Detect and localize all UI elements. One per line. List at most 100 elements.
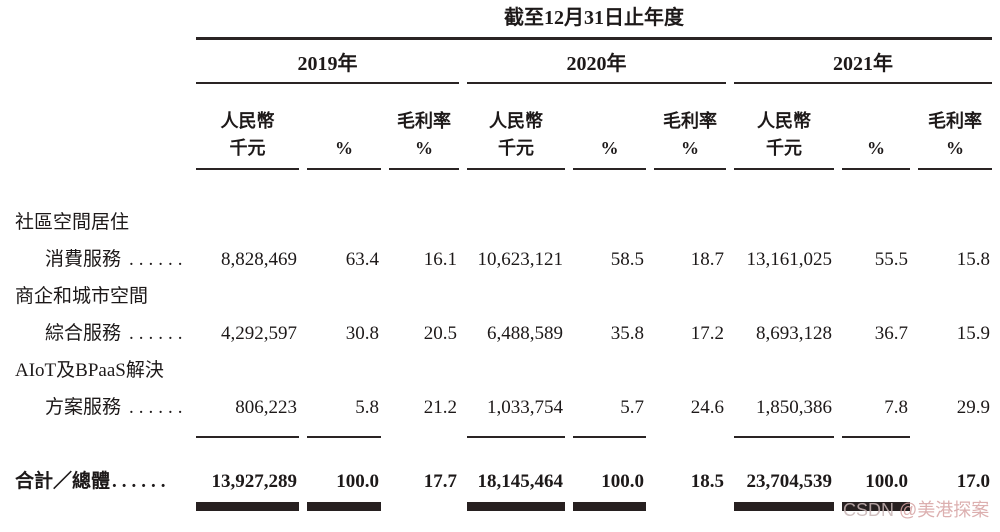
total-bottom-bar [467, 502, 565, 511]
row-label-line1: AIoT及BPaaS解決 [15, 360, 164, 381]
total-value-cell: 17.0 [956, 471, 990, 492]
subheader-row: 人民幣 千元 % 毛利率 % 人民幣 千元 % 毛利率 % 人民幣 千元 % 毛… [0, 84, 1000, 170]
title-row: 截至12月31日止年度 [0, 6, 1000, 30]
watermark-handle: @美港探案 [899, 500, 990, 520]
value-cell: 20.5 [423, 323, 457, 344]
gm-label-line2: % [415, 138, 433, 158]
rmb-label-line2: 千元 [498, 138, 534, 158]
col-header-pct: % [842, 84, 910, 170]
value-cell: 21.2 [423, 397, 457, 418]
watermark-prefix: CSDN [843, 500, 900, 520]
value-cell: 24.6 [690, 397, 724, 418]
year-header-2021: 2021年 [734, 40, 992, 84]
table-row: 社區空間居住 [0, 204, 1000, 241]
col-header-rmb: 人民幣 千元 [734, 84, 834, 170]
col-header-pct: % [307, 84, 381, 170]
total-label-text: 合計／總體 [15, 471, 111, 492]
dot-leader: ...... [112, 471, 171, 492]
value-cell: 10,623,121 [477, 249, 564, 270]
value-cell: 5.7 [620, 397, 644, 418]
subtotal-rule [734, 436, 834, 438]
subtotal-rule [196, 436, 299, 438]
value-cell: 15.9 [956, 323, 990, 344]
subtotal-rule [573, 436, 646, 438]
subtotal-rule-row [0, 436, 1000, 438]
period-title: 截至12月31日止年度 [504, 7, 684, 29]
value-cell: 29.9 [956, 397, 990, 418]
value-cell: 58.5 [610, 249, 644, 270]
row-label-text: 綜合服務 [45, 323, 122, 344]
row-label-line1: 商企和城市空間 [15, 286, 149, 307]
value-cell: 1,033,754 [487, 397, 563, 418]
total-bottom-bar [307, 502, 381, 511]
total-bottom-bar [734, 502, 834, 511]
value-cell: 8,828,469 [221, 249, 297, 270]
pct-label: % [867, 138, 885, 158]
total-value-cell: 100.0 [336, 471, 379, 492]
value-cell: 16.1 [423, 249, 457, 270]
value-cell: 806,223 [235, 397, 297, 418]
table-row: 消費服務...... 8,828,469 63.4 16.1 10,623,12… [0, 241, 1000, 278]
gm-label-line2: % [946, 138, 964, 158]
gm-label-line1: 毛利率 [663, 111, 717, 131]
dot-leader: ...... [129, 323, 188, 344]
total-bottom-bar [196, 502, 299, 511]
value-cell: 7.8 [884, 397, 908, 418]
pct-label: % [335, 138, 353, 158]
top-rule-row [0, 37, 1000, 40]
value-cell: 36.7 [874, 323, 908, 344]
value-cell: 15.8 [956, 249, 990, 270]
rmb-label-line1: 人民幣 [757, 111, 811, 131]
total-row: 合計／總體...... 13,927,289 100.0 17.7 18,145… [0, 467, 1000, 497]
table-row: 方案服務...... 806,223 5.8 21.2 1,033,754 5.… [0, 389, 1000, 426]
row-label-line2: 消費服務...... [0, 241, 188, 278]
value-cell: 63.4 [345, 249, 379, 270]
row-label-line1: 社區空間居住 [15, 212, 130, 233]
col-header-rmb: 人民幣 千元 [196, 84, 299, 170]
subtotal-rule [307, 436, 381, 438]
table-top-rule [196, 37, 992, 40]
pct-label: % [600, 138, 619, 158]
value-cell: 8,693,128 [756, 323, 832, 344]
csdn-watermark: CSDN @美港探案 [843, 496, 989, 522]
value-cell: 5.8 [355, 397, 379, 418]
value-cell: 18.7 [690, 249, 724, 270]
rmb-label-line1: 人民幣 [220, 111, 275, 131]
total-value-cell: 18,145,464 [477, 471, 564, 492]
row-label-text: 消費服務 [45, 249, 122, 270]
total-value-cell: 23,704,539 [746, 471, 833, 492]
col-header-gross-margin: 毛利率 % [918, 84, 992, 170]
rmb-label-line2: 千元 [766, 138, 802, 158]
table-row: 綜合服務...... 4,292,597 30.8 20.5 6,488,589… [0, 315, 1000, 352]
value-cell: 1,850,386 [756, 397, 832, 418]
value-cell: 55.5 [874, 249, 908, 270]
row-label-line2: 方案服務...... [0, 389, 188, 426]
gm-label-line2: % [681, 138, 699, 158]
total-value-cell: 18.5 [690, 471, 724, 492]
table-row: AIoT及BPaaS解決 [0, 352, 1000, 389]
rmb-label-line1: 人民幣 [489, 111, 543, 131]
total-value-cell: 13,927,289 [211, 471, 298, 492]
col-header-gross-margin: 毛利率 % [654, 84, 726, 170]
total-value-cell: 17.7 [423, 471, 457, 492]
gm-label-line1: 毛利率 [397, 111, 451, 131]
value-cell: 13,161,025 [746, 249, 833, 270]
col-header-rmb: 人民幣 千元 [467, 84, 565, 170]
row-label-text: 方案服務 [45, 397, 122, 418]
total-value-cell: 100.0 [601, 471, 644, 492]
value-cell: 35.8 [610, 323, 644, 344]
total-bottom-bar [573, 502, 646, 511]
total-label: 合計／總體...... [0, 467, 188, 497]
subtotal-rule [467, 436, 565, 438]
gm-label-line1: 毛利率 [928, 111, 982, 131]
value-cell: 17.2 [690, 323, 724, 344]
total-value-cell: 100.0 [865, 471, 908, 492]
year-header-2020: 2020年 [467, 40, 726, 84]
col-header-pct: % [573, 84, 646, 170]
year-header-2019: 2019年 [196, 40, 459, 84]
col-header-gross-margin: 毛利率 % [389, 84, 459, 170]
value-cell: 30.8 [345, 323, 379, 344]
subtotal-rule [842, 436, 910, 438]
dot-leader: ...... [129, 249, 188, 270]
